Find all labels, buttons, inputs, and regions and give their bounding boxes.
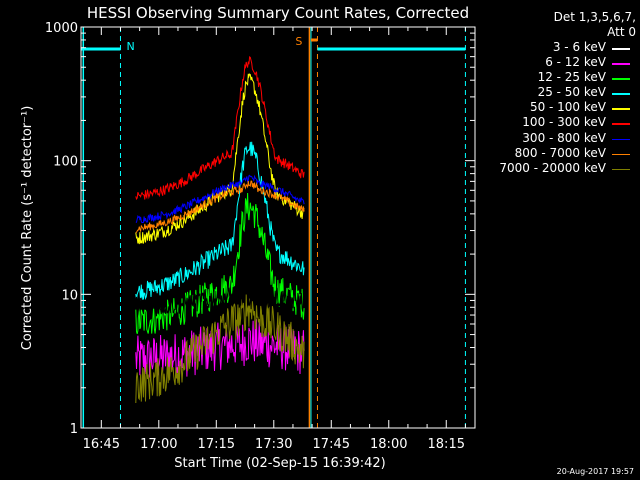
night-flag-label: N — [126, 40, 134, 53]
series-line-25-50-kev — [135, 141, 305, 301]
legend-swatch — [612, 138, 630, 141]
legend-label: 12 - 25 keV — [537, 70, 606, 85]
x-tick-label: 17:45 — [313, 437, 350, 452]
chart-title: HESSI Observing Summary Count Rates, Cor… — [87, 4, 469, 22]
series-line-100-300-kev — [135, 55, 305, 201]
x-tick-label: 16:45 — [83, 437, 120, 452]
x-tick-label: 17:15 — [198, 437, 235, 452]
y-axis-label: Corrected Count Rate (s⁻¹ detector⁻¹) — [20, 106, 35, 351]
series-line-7000-20000-kev — [135, 294, 305, 404]
plot-frame — [80, 26, 476, 429]
legend-swatch — [612, 63, 630, 65]
legend-item: 50 - 100 keV — [478, 100, 636, 115]
legend-label: 300 - 800 keV — [522, 130, 606, 145]
x-tick-label: 17:30 — [255, 437, 292, 452]
series-line-300-800-kev — [135, 174, 305, 224]
x-tick-label: 18:15 — [428, 437, 465, 452]
x-tick-label: 17:00 — [140, 437, 177, 452]
legend-label: 7000 - 20000 keV — [499, 160, 606, 175]
series-line-3-6-kev — [135, 284, 305, 318]
x-axis-label: Start Time (02-Sep-15 16:39:42) — [174, 456, 385, 471]
legend-label: 3 - 6 keV — [552, 40, 606, 54]
y-tick-label: 1000 — [45, 21, 78, 36]
timestamp: 20-Aug-2017 19:57 — [556, 467, 634, 476]
legend-item: 7000 - 20000 keV — [478, 161, 636, 176]
legend-swatch — [612, 48, 630, 50]
legend-label: 800 - 7000 keV — [514, 145, 606, 160]
legend-item: 12 - 25 keV — [478, 70, 636, 85]
legend: Det 1,3,5,6,7, Att 0 3 - 6 keV 6 - 12 keV… — [478, 10, 636, 176]
legend-header-line-2: Att 0 — [607, 25, 636, 39]
legend-header-line-1: Det 1,3,5,6,7, — [553, 10, 636, 24]
legend-item: 3 - 6 keV — [478, 40, 636, 55]
legend-item: 100 - 300 keV — [478, 115, 636, 130]
x-tick-label: 18:00 — [370, 437, 407, 452]
legend-label: 100 - 300 keV — [522, 115, 606, 130]
legend-swatch — [612, 93, 630, 95]
y-tick-label: 100 — [53, 155, 78, 170]
series-line-6-12-kev — [135, 319, 305, 379]
legend-item: 300 - 800 keV — [478, 131, 636, 146]
legend-label: 25 - 50 keV — [537, 85, 606, 100]
legend-swatch — [612, 78, 630, 80]
legend-item: 6 - 12 keV — [478, 55, 636, 70]
legend-label: 50 - 100 keV — [529, 100, 606, 115]
y-tick-label: 10 — [61, 288, 78, 303]
legend-swatch — [612, 153, 630, 156]
series-line-800-7000-kev — [135, 180, 305, 233]
legend-label: 6 - 12 keV — [545, 55, 606, 70]
legend-item: 25 - 50 keV — [478, 85, 636, 100]
legend-swatch — [612, 168, 630, 171]
legend-swatch — [612, 108, 630, 110]
y-tick-label: 1 — [70, 422, 78, 437]
legend-item: 800 - 7000 keV — [478, 146, 636, 161]
legend-swatch — [612, 123, 630, 125]
saa-flag-label: S — [295, 35, 302, 48]
